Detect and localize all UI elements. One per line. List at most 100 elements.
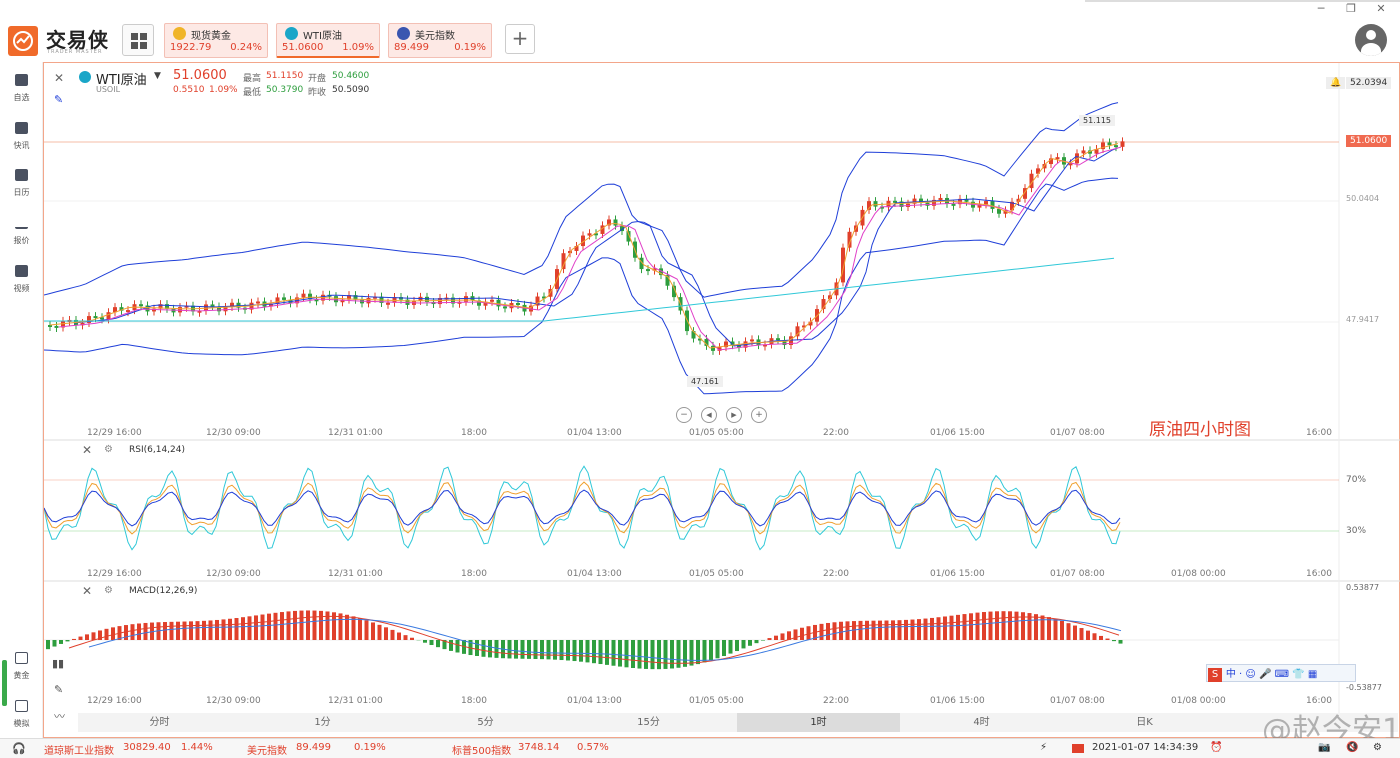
draw-tool-icon[interactable]: ✎ <box>54 93 64 106</box>
macd-bar <box>163 622 167 640</box>
macd-bar <box>884 620 889 640</box>
macd-bar <box>637 640 642 669</box>
chart-area: ✕ ✎ WTI原油 ▼ USOIL 51.0600 0.5510 1.09% 最… <box>43 62 1400 738</box>
chevron-down-icon[interactable]: ▼ <box>154 71 161 81</box>
macd-bar <box>631 640 635 668</box>
sidebar-item-quotes[interactable]: 报价 <box>0 217 43 246</box>
alarm-icon[interactable]: ⏰ <box>1210 742 1223 753</box>
macd-bar <box>189 621 193 640</box>
headset-icon[interactable]: 🎧 <box>12 742 26 755</box>
macd-bar <box>377 624 382 640</box>
pen-icon[interactable]: ✎ <box>54 683 64 696</box>
time-axis-label: 01/06 15:00 <box>930 428 985 438</box>
ime-toolbar[interactable]: S 中 · ☺ 🎤 ⌨ 👕 ▦ <box>1206 664 1356 682</box>
period-tab-realtime[interactable]: 分时 <box>149 717 170 728</box>
ma-pink-line <box>58 146 1122 351</box>
indicator-icon[interactable]: ▮▮ <box>52 657 65 670</box>
close-chart-icon[interactable]: ✕ <box>54 71 65 85</box>
candle-body <box>223 306 228 312</box>
mute-icon[interactable]: 🔇 <box>1346 742 1359 753</box>
period-tab-daily[interactable]: 日K <box>1136 717 1153 728</box>
prev-close-value: 50.5090 <box>332 85 370 95</box>
candle-body <box>724 341 728 348</box>
time-axis-label: 01/07 08:00 <box>1050 696 1105 706</box>
sidebar-item-calendar[interactable]: 日历 <box>0 169 43 198</box>
candle-body <box>1081 150 1086 154</box>
ticker-name[interactable]: 标普500指数 <box>452 746 512 757</box>
sidebar-item-gold[interactable]: 黄金 <box>0 652 43 681</box>
candle-body <box>990 201 995 209</box>
sidebar-item-video[interactable]: 视频 <box>0 265 43 294</box>
macd-settings-icon[interactable]: ⚙ <box>104 585 113 596</box>
gold-calculator-icon <box>15 652 28 664</box>
candle-body <box>639 257 644 270</box>
macd-bar <box>345 614 349 640</box>
period-tab-1m[interactable]: 1分 <box>314 717 331 728</box>
ticker-name[interactable]: 道琼斯工业指数 <box>44 746 114 757</box>
macd-bar <box>1047 617 1051 640</box>
calendar-icon <box>15 169 28 181</box>
macd-bar <box>585 640 590 663</box>
alert-bell-icon[interactable]: 🔔 <box>1326 77 1346 89</box>
skip-back-icon[interactable]: ◀ <box>701 407 717 423</box>
period-tab-5m[interactable]: 5分 <box>477 717 494 728</box>
quote-tab-usd-index[interactable]: 美元指数 89.499 0.19% <box>388 23 492 58</box>
macd-bar <box>1099 635 1103 640</box>
candle-body <box>977 204 982 208</box>
sidebar-item-watchlist[interactable]: 自选 <box>0 74 43 103</box>
zoom-out-icon[interactable]: − <box>676 407 692 423</box>
restore-button[interactable]: ❐ <box>1346 2 1356 15</box>
candle-body <box>821 299 826 310</box>
low-marker: 47.161 <box>687 376 723 387</box>
quote-tab-oil[interactable]: WTI原油 51.0600 1.09% <box>276 23 380 58</box>
top-bar: 交易侠 TRADER MASTER 现货黄金 1922.79 0.24% WTI… <box>0 0 1400 62</box>
ticker-name[interactable]: 美元指数 <box>247 746 287 757</box>
macd-bar <box>579 640 583 662</box>
macd-bar <box>858 620 863 640</box>
user-avatar-icon[interactable] <box>1355 24 1387 56</box>
macd-bar <box>286 611 291 640</box>
candle-body <box>587 233 592 236</box>
quote-tab-gold[interactable]: 现货黄金 1922.79 0.24% <box>164 23 268 58</box>
layout-grid-button[interactable] <box>122 24 154 56</box>
macd-bar <box>1001 611 1006 640</box>
period-tab-4h[interactable]: 4时 <box>973 717 990 728</box>
period-tab-15m[interactable]: 15分 <box>637 717 660 728</box>
candle-body <box>1010 201 1014 211</box>
chart-line-icon[interactable]: 〰 <box>54 710 65 723</box>
macd-bar <box>1027 613 1032 640</box>
sidebar-item-simulation[interactable]: 模拟 <box>0 700 43 729</box>
close-rsi-icon[interactable]: ✕ <box>82 443 93 457</box>
macd-bar <box>540 640 544 660</box>
minimize-button[interactable]: ─ <box>1317 2 1325 15</box>
candle-body <box>158 304 163 309</box>
candle-body <box>503 306 507 309</box>
add-quote-tab-button[interactable]: + <box>505 24 535 54</box>
settings-icon[interactable]: ⚙ <box>1373 742 1382 753</box>
quote-tab-price: 51.0600 <box>282 42 324 53</box>
ticker-value: 30829.40 <box>123 742 171 753</box>
time-axis-label: 12/29 16:00 <box>87 696 142 706</box>
camera-icon[interactable]: 📷 <box>1318 742 1331 753</box>
macd-bar <box>46 640 50 650</box>
chart-canvas[interactable] <box>44 63 1400 739</box>
sidebar-item-news[interactable]: 快讯 <box>0 122 43 151</box>
quote-tab-name: WTI原油 <box>303 31 342 42</box>
period-tab-1h[interactable]: 1时 <box>737 713 900 732</box>
close-macd-icon[interactable]: ✕ <box>82 584 93 598</box>
skip-forward-icon[interactable]: ▶ <box>726 407 742 423</box>
candle-body <box>490 299 494 302</box>
close-window-button[interactable]: ✕ <box>1376 2 1386 15</box>
candle-body <box>438 297 442 305</box>
candle-body <box>873 201 878 207</box>
instrument-name[interactable]: WTI原油 <box>96 73 147 88</box>
macd-bar <box>1092 633 1097 640</box>
macd-bar <box>208 620 213 640</box>
candle-body <box>997 208 1001 214</box>
zoom-in-icon[interactable]: + <box>751 407 767 423</box>
time-axis-label: 01/07 08:00 <box>1050 428 1105 438</box>
time-axis-label: 18:00 <box>461 696 487 706</box>
rsi-settings-icon[interactable]: ⚙ <box>104 444 113 455</box>
macd-bar <box>897 620 902 640</box>
time-axis-label: 12/31 01:00 <box>328 696 383 706</box>
